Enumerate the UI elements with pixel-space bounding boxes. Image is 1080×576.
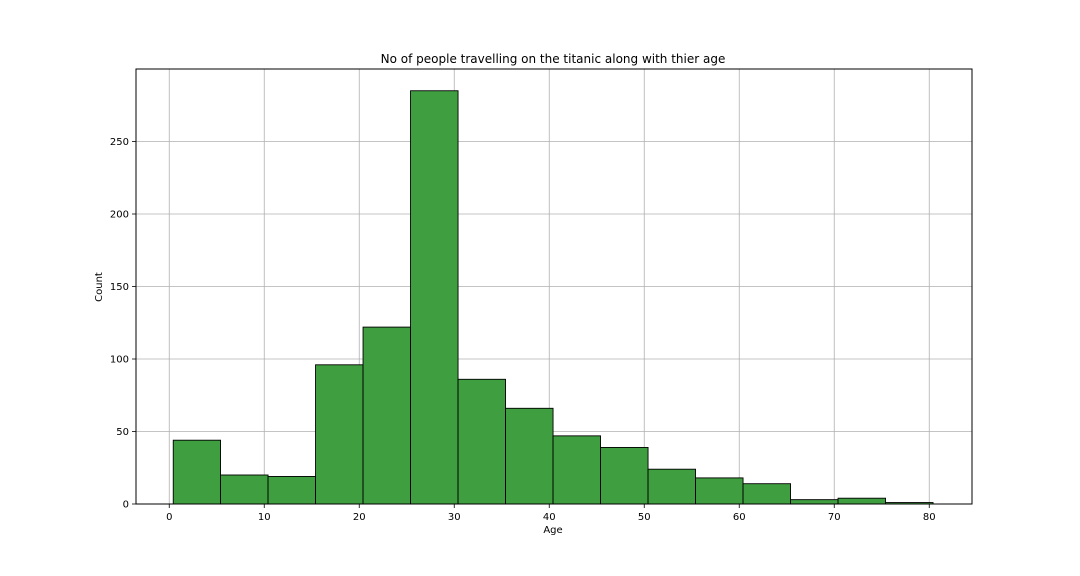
x-tick-label: 80: [923, 512, 936, 523]
x-axis-ticks: 0 10 20 30 40 50 60 70 80: [166, 504, 936, 523]
histogram-bar: [315, 364, 364, 505]
histogram-bar: [457, 378, 506, 505]
y-tick-label: 150: [110, 282, 129, 293]
histogram-bars: [172, 90, 934, 505]
y-tick-label: 50: [116, 427, 129, 438]
x-axis-label: Age: [543, 525, 562, 536]
x-tick-label: 30: [448, 512, 461, 523]
histogram-bar: [647, 468, 696, 505]
histogram-bar: [695, 477, 744, 505]
histogram-bar: [837, 497, 886, 505]
x-tick-label: 50: [638, 512, 651, 523]
histogram-bar: [790, 499, 839, 505]
y-axis-label: Count: [94, 272, 105, 302]
x-tick-label: 60: [733, 512, 746, 523]
x-tick-label: 40: [543, 512, 556, 523]
x-tick-label: 20: [353, 512, 366, 523]
y-tick-label: 250: [110, 137, 129, 148]
y-tick-label: 100: [110, 355, 129, 366]
x-tick-label: 0: [166, 512, 172, 523]
histogram-bar: [552, 435, 601, 505]
y-axis-ticks: 0 50 100 150 200 250: [110, 137, 136, 511]
chart-title: No of people travelling on the titanic a…: [381, 52, 726, 66]
y-tick-label: 0: [123, 500, 129, 511]
histogram-bar: [220, 474, 269, 505]
histogram-bar: [742, 483, 791, 505]
y-tick-label: 200: [110, 210, 129, 221]
histogram-bar: [600, 447, 649, 505]
histogram-bar: [172, 439, 222, 505]
histogram-bar: [267, 476, 316, 505]
x-tick-label: 10: [258, 512, 271, 523]
histogram-bar: [505, 407, 554, 505]
histogram-bar: [410, 90, 459, 505]
histogram-bar: [362, 326, 411, 505]
x-tick-label: 70: [828, 512, 841, 523]
